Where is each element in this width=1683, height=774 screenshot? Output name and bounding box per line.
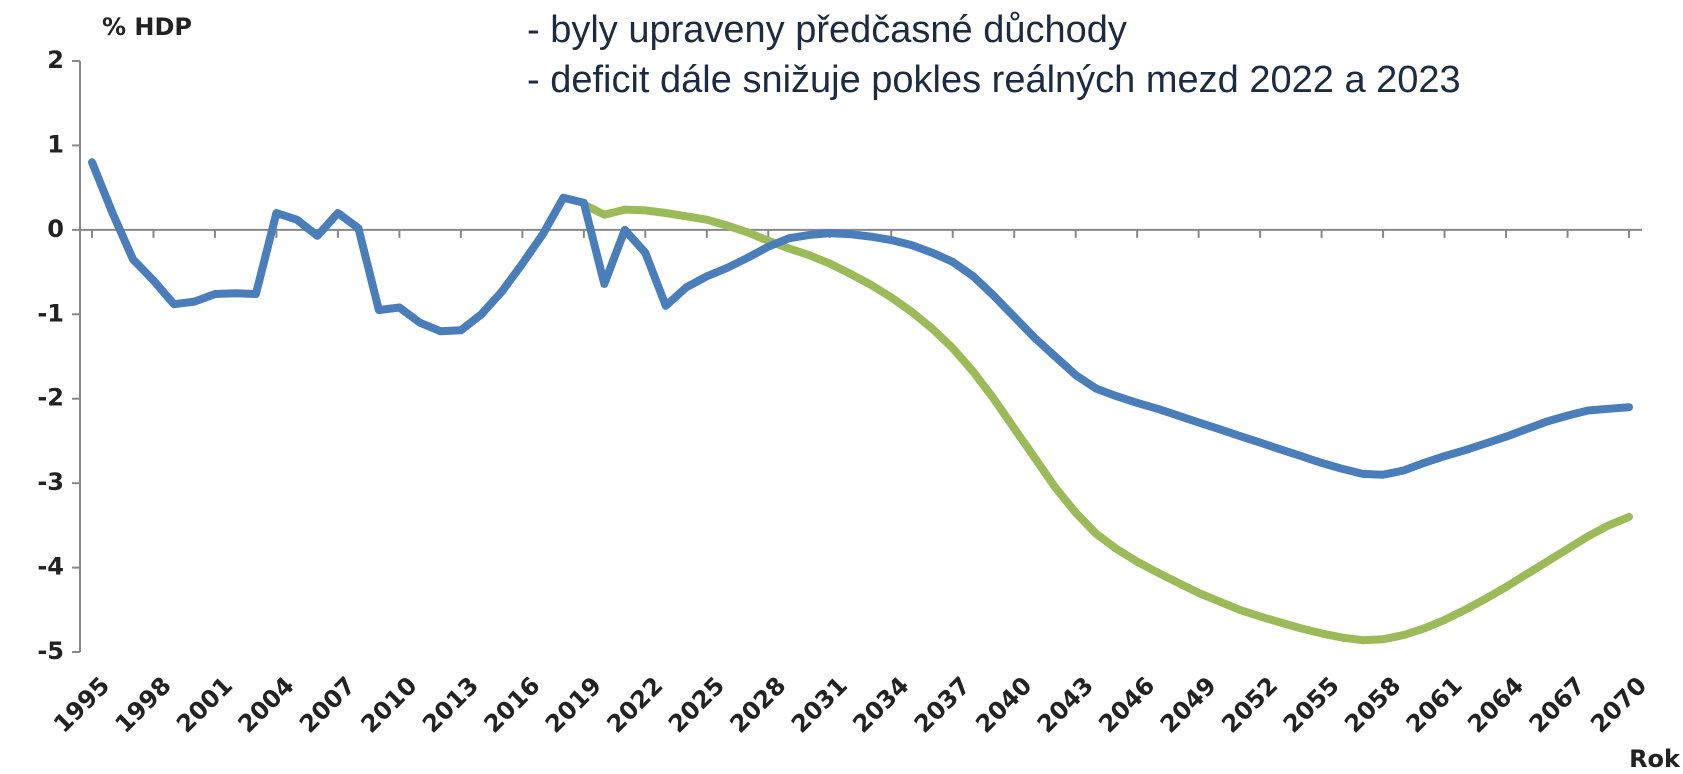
series-line	[579, 200, 1633, 645]
x-tick-label: 2031	[786, 671, 853, 738]
x-tick-label: 2049	[1155, 671, 1222, 738]
series-line	[88, 158, 1633, 479]
x-tick-label: 2055	[1278, 671, 1345, 738]
y-tick-label: 0	[47, 215, 64, 243]
y-tick-label: -2	[37, 384, 64, 412]
annotation: - byly upraveny předčasné důchody	[527, 9, 1127, 51]
annotation: - deficit dále snižuje pokles reálných m…	[527, 59, 1461, 101]
y-tick-label: -5	[37, 637, 64, 665]
x-tick-label: 2052	[1216, 671, 1283, 738]
y-tick-label: -3	[37, 468, 64, 496]
x-tick-label: 2064	[1462, 671, 1529, 738]
x-tick-label: 2025	[663, 671, 730, 738]
x-tick-label: 2034	[847, 671, 914, 738]
x-tick-label: 2067	[1524, 671, 1591, 738]
x-tick-label: 1998	[110, 671, 177, 738]
x-tick-label: 2061	[1401, 671, 1468, 738]
x-tick-label: 2004	[233, 671, 300, 738]
x-tick-label: 2028	[724, 671, 791, 738]
x-tick-label: 2013	[417, 671, 484, 738]
x-axis-label: Rok	[1629, 745, 1681, 773]
x-tick-label: 2022	[601, 671, 668, 738]
x-tick-label: 2010	[356, 671, 423, 738]
x-tick-label: 2007	[294, 671, 361, 738]
y-axis-label: % HDP	[102, 13, 192, 41]
y-tick-label: -1	[37, 299, 64, 327]
y-tick-label: 1	[47, 130, 64, 158]
x-tick-label: 2046	[1093, 671, 1160, 738]
x-tick-label: 2043	[1032, 671, 1099, 738]
x-tick-label: 2001	[171, 671, 238, 738]
x-tick-label: 2070	[1585, 671, 1652, 738]
x-tick-label: 1995	[48, 671, 115, 738]
y-tick-label: -4	[37, 553, 64, 581]
x-tick-label: 2019	[540, 671, 607, 738]
x-tick-label: 2037	[909, 671, 976, 738]
x-tick-label: 2040	[970, 671, 1037, 738]
x-tick-label: 2058	[1339, 671, 1406, 738]
x-tick-label: 2016	[479, 671, 546, 738]
y-tick-label: 2	[47, 46, 64, 74]
